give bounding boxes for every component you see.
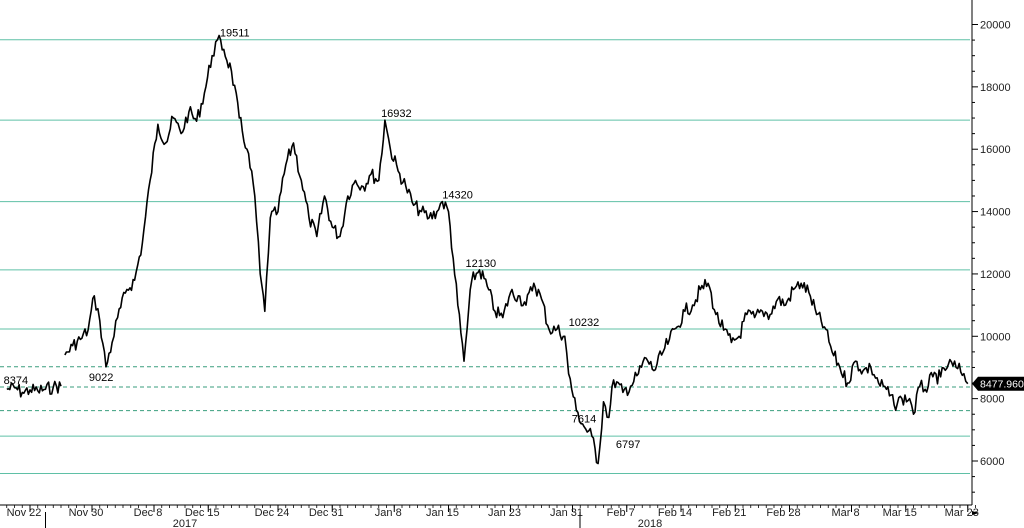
annotation-label: 12130 bbox=[466, 258, 497, 270]
x-tick-label: Jan 8 bbox=[375, 507, 402, 519]
annotation-labels: 19511 16932 14320 12130 10232 9022 8374 7614 679… bbox=[4, 28, 641, 451]
price-line bbox=[64, 34, 969, 465]
y-tick-label: 14000 bbox=[980, 207, 1011, 219]
last-value-badge: 8477.9609 bbox=[972, 376, 1024, 391]
annotation-label: 9022 bbox=[89, 372, 113, 384]
x-tick-label: Feb 21 bbox=[712, 507, 746, 519]
y-tick-label: 18000 bbox=[980, 82, 1011, 94]
annotation-label: 14320 bbox=[442, 190, 473, 202]
price-line bbox=[6, 380, 62, 398]
annotation-label: 8374 bbox=[4, 375, 28, 387]
x-tick-label: Nov 30 bbox=[69, 507, 104, 519]
year-label: 2017 bbox=[173, 518, 197, 528]
y-tick-label: 10000 bbox=[980, 331, 1011, 343]
x-tick-label: Dec 15 bbox=[185, 507, 220, 519]
annotation-label: 10232 bbox=[569, 317, 600, 329]
annotation-label: 19511 bbox=[220, 28, 250, 40]
x-tick-label: Mar 8 bbox=[831, 507, 859, 519]
y-tick-label: 20000 bbox=[980, 20, 1011, 32]
x-tick-label: Dec 24 bbox=[255, 507, 290, 519]
annotation-label: 16932 bbox=[381, 108, 412, 120]
year-label: 2018 bbox=[638, 518, 662, 528]
annotation-label: 6797 bbox=[616, 439, 640, 451]
y-tick-label: 6000 bbox=[980, 456, 1004, 468]
y-tick-label: 12000 bbox=[980, 269, 1011, 281]
x-tick-label: Jan 31 bbox=[550, 507, 583, 519]
annotation-label: 7614 bbox=[572, 414, 596, 426]
x-tick-label: Mar 15 bbox=[883, 507, 917, 519]
x-tick-label: Feb 14 bbox=[658, 507, 692, 519]
x-tick-label: Dec 31 bbox=[309, 507, 344, 519]
x-tick-label: Jan 15 bbox=[426, 507, 459, 519]
x-tick-label: Dec 8 bbox=[134, 507, 163, 519]
price-series bbox=[6, 34, 969, 465]
x-tick-label: Nov 22 bbox=[7, 507, 42, 519]
x-tick-label: Feb 28 bbox=[766, 507, 800, 519]
axis-arrow-icon bbox=[972, 511, 979, 515]
y-tick-label: 8000 bbox=[980, 394, 1004, 406]
x-axis: Nov 22 Nov 30 Dec 8 Dec 15 Dec 24 Dec 31 Jan 8… bbox=[0, 504, 979, 528]
x-tick-label: Jan 23 bbox=[488, 507, 521, 519]
y-tick-label: 16000 bbox=[980, 144, 1011, 156]
y-axis: 6000 8000 10000 12000 14000 16000 18000 20000 bbox=[971, 0, 1011, 505]
last-value-badge-bg bbox=[972, 376, 1024, 391]
level-lines bbox=[0, 39, 970, 474]
x-tick-label: Mar 23 bbox=[945, 507, 979, 519]
last-value-text: 8477.9609 bbox=[980, 379, 1024, 391]
x-tick-label: Feb 7 bbox=[607, 507, 635, 519]
